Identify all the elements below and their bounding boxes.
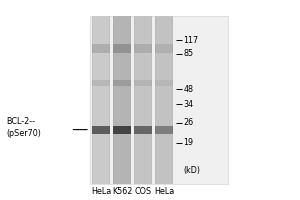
Bar bbox=[112, 16, 131, 184]
Text: 48: 48 bbox=[184, 85, 194, 94]
Bar bbox=[151, 16, 152, 184]
Bar bbox=[109, 16, 110, 184]
Text: 19: 19 bbox=[184, 138, 194, 147]
Bar bbox=[92, 44, 110, 53]
Text: COS: COS bbox=[134, 187, 152, 196]
Text: (pSer70): (pSer70) bbox=[6, 129, 41, 138]
Bar bbox=[92, 16, 93, 184]
Text: (kD): (kD) bbox=[184, 166, 201, 176]
Bar bbox=[134, 44, 152, 53]
Bar bbox=[134, 16, 135, 184]
Text: HeLa: HeLa bbox=[91, 187, 111, 196]
Bar bbox=[112, 16, 114, 184]
Bar bbox=[154, 126, 173, 134]
Bar bbox=[112, 126, 131, 134]
Bar bbox=[130, 16, 131, 184]
Bar bbox=[92, 126, 110, 134]
Bar bbox=[154, 80, 173, 86]
Bar bbox=[112, 80, 131, 86]
Bar bbox=[90, 16, 228, 184]
Bar bbox=[172, 16, 173, 184]
Text: 26: 26 bbox=[184, 118, 194, 127]
Bar bbox=[112, 44, 131, 53]
Bar bbox=[134, 16, 152, 184]
Bar bbox=[134, 126, 152, 134]
Bar bbox=[154, 44, 173, 53]
Text: 34: 34 bbox=[184, 100, 194, 109]
Bar bbox=[154, 16, 173, 184]
Text: BCL-2--: BCL-2-- bbox=[6, 117, 35, 127]
Bar bbox=[92, 80, 110, 86]
Bar bbox=[92, 16, 110, 184]
Bar bbox=[134, 80, 152, 86]
Text: 85: 85 bbox=[184, 49, 194, 58]
Text: HeLa: HeLa bbox=[154, 187, 174, 196]
Bar bbox=[154, 16, 156, 184]
Text: 117: 117 bbox=[184, 36, 199, 45]
Text: K562: K562 bbox=[112, 187, 132, 196]
